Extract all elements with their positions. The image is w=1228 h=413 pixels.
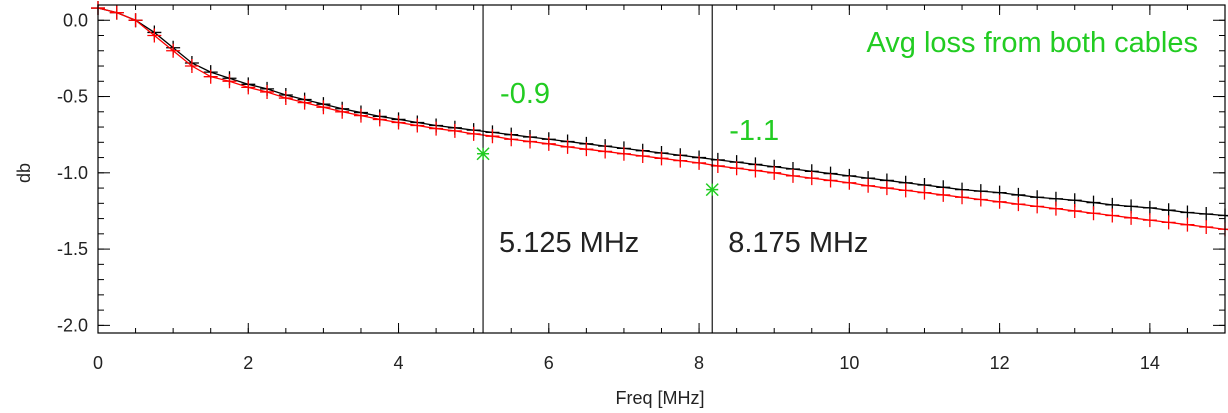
y-tick-label: -1.5 [57, 239, 88, 259]
data-point [1124, 210, 1139, 225]
data-point [297, 95, 312, 110]
data-point [1199, 219, 1214, 234]
data-point [278, 91, 293, 106]
value-label: -1.1 [729, 115, 779, 147]
x-tick-label: 8 [694, 353, 704, 373]
x-tick-label: 0 [93, 353, 103, 373]
data-point [1180, 217, 1195, 232]
x-tick-label: 14 [1140, 353, 1160, 373]
data-point [372, 112, 387, 127]
data-point [598, 144, 613, 159]
data-point [955, 190, 970, 205]
value-label: -0.9 [500, 78, 550, 110]
data-point [391, 115, 406, 130]
data-point [541, 136, 556, 151]
data-point [353, 108, 368, 123]
data-point [1161, 215, 1176, 230]
y-tick-label: -2.0 [57, 315, 88, 335]
series-layer [91, 1, 1228, 237]
y-tick-label: -1.0 [57, 163, 88, 183]
frequency-label: 5.125 MHz [499, 227, 639, 259]
data-point [616, 146, 631, 161]
data-point [823, 173, 838, 188]
y-tick-label: -0.5 [57, 87, 88, 107]
data-point [466, 126, 481, 141]
data-point [147, 28, 162, 43]
data-point [109, 5, 124, 20]
data-point [973, 192, 988, 207]
x-axis-title: Freq [MHz] [615, 388, 704, 408]
vertical-lines-layer: -0.9 5.125 MHz -1.1 8.175 MHz [476, 5, 868, 333]
data-point [804, 171, 819, 186]
data-point [673, 153, 688, 168]
data-point [260, 84, 275, 99]
data-point [654, 151, 669, 166]
data-point [1048, 201, 1063, 216]
data-point [166, 43, 181, 58]
series-line-2 [97, 7, 1228, 231]
intersection-marker [476, 147, 490, 161]
data-point [729, 161, 744, 176]
data-point [447, 123, 462, 138]
data-point [335, 104, 350, 119]
x-tick-label: 6 [544, 353, 554, 373]
x-tick-label: 10 [839, 353, 859, 373]
y-tick-label: 0.0 [63, 10, 88, 30]
data-point [410, 118, 425, 133]
data-point [241, 80, 256, 95]
data-point [1142, 213, 1157, 228]
ticks-layer: 0 2 4 6 8 10 12 14 0.0 -0.5 -1.0 -1.5 -2.0 [57, 5, 1226, 373]
data-point [917, 185, 932, 200]
data-point [1218, 208, 1228, 223]
data-point [936, 187, 951, 202]
data-point [710, 158, 725, 173]
data-point [485, 129, 500, 144]
data-point [523, 134, 538, 149]
annotation-text: Avg loss from both cables [866, 27, 1198, 59]
data-point [504, 132, 519, 147]
data-point [1199, 207, 1214, 222]
data-point [692, 155, 707, 170]
intersection-marker [705, 183, 719, 197]
x-tick-label: 12 [990, 353, 1010, 373]
data-point [992, 194, 1007, 209]
data-point [316, 100, 331, 115]
data-point [560, 139, 575, 154]
data-point [1030, 199, 1045, 214]
y-axis-title: db [14, 163, 34, 183]
data-point [898, 183, 913, 198]
x-tick-label: 2 [243, 353, 253, 373]
data-point [748, 163, 763, 178]
data-point [635, 149, 650, 164]
data-point [1180, 205, 1195, 220]
data-point [842, 175, 857, 190]
data-point [579, 142, 594, 157]
data-point [429, 121, 444, 136]
data-point [861, 178, 876, 193]
data-point [1161, 203, 1176, 218]
data-point [785, 168, 800, 183]
data-point [1067, 203, 1082, 218]
frequency-label: 8.175 MHz [728, 227, 868, 259]
data-point [1086, 206, 1101, 221]
data-point [879, 181, 894, 196]
data-point [1105, 208, 1120, 223]
data-point [128, 13, 143, 28]
data-point [222, 74, 237, 89]
x-tick-label: 4 [394, 353, 404, 373]
data-point [184, 59, 199, 74]
data-point [1142, 200, 1157, 215]
data-point [1011, 197, 1026, 212]
data-point [767, 165, 782, 180]
data-point [203, 69, 218, 84]
